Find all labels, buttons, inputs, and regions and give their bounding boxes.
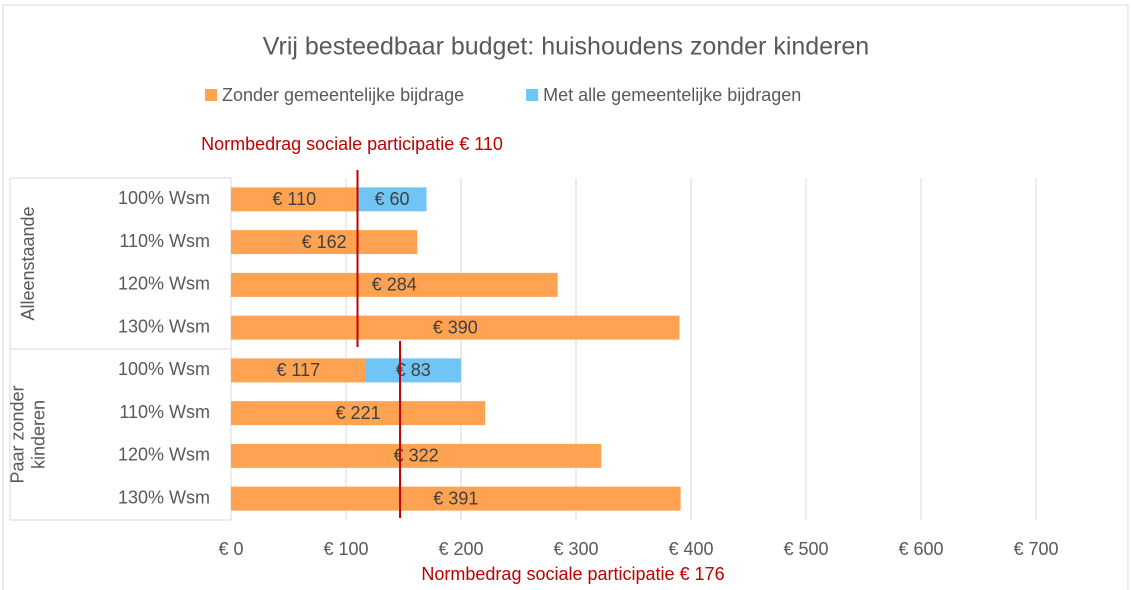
legend-label: Zonder gemeentelijke bijdrage (222, 85, 464, 105)
data-label: € 60 (374, 189, 409, 209)
legend-swatch (526, 89, 539, 101)
legend-swatch (205, 89, 217, 101)
y-tick-label: 100% Wsm (118, 188, 210, 208)
x-tick-label: € 700 (1013, 539, 1058, 559)
group-label: Alleenstaande (18, 206, 38, 320)
bar (365, 358, 461, 383)
reference-label: Normbedrag sociale participatie € 110 (201, 134, 503, 154)
bar (357, 187, 427, 212)
bar (231, 272, 558, 297)
group-label: Paar zonder (7, 385, 27, 483)
data-label: € 221 (336, 403, 381, 423)
y-tick-label: 130% Wsm (118, 316, 210, 336)
reference-label: Normbedrag sociale participatie € 176 (421, 564, 724, 584)
bar (231, 358, 366, 383)
bar (231, 315, 680, 340)
chart-frame (2, 4, 1129, 590)
data-label: € 322 (394, 446, 439, 466)
legend-label: Met alle gemeentelijke bijdragen (543, 85, 801, 105)
y-tick-label: 130% Wsm (118, 487, 210, 507)
bar (231, 401, 486, 426)
data-label: € 391 (433, 488, 478, 508)
x-tick-label: € 500 (783, 539, 828, 559)
data-label: € 390 (433, 317, 478, 337)
data-label: € 284 (372, 275, 417, 295)
data-label: € 117 (276, 360, 320, 380)
x-tick-label: € 0 (218, 539, 243, 559)
x-tick-label: € 400 (668, 539, 713, 559)
group-label: kinderen (28, 400, 48, 469)
bar (231, 443, 602, 468)
bar (231, 187, 358, 212)
data-label: € 110 (272, 189, 316, 209)
x-tick-label: € 300 (553, 539, 598, 559)
data-label: € 162 (302, 232, 347, 252)
y-tick-label: 100% Wsm (118, 359, 210, 379)
y-tick-label: 120% Wsm (118, 274, 210, 294)
bar (231, 230, 418, 255)
y-tick-label: 120% Wsm (118, 445, 210, 465)
x-tick-label: € 600 (898, 539, 943, 559)
bar (231, 486, 681, 511)
x-tick-label: € 200 (438, 539, 483, 559)
y-tick-label: 110% Wsm (119, 231, 210, 251)
x-tick-label: € 100 (323, 539, 368, 559)
y-tick-label: 110% Wsm (119, 402, 210, 422)
data-label: € 83 (396, 360, 431, 380)
chart-title: Vrij besteedbaar budget: huishoudens zon… (263, 33, 869, 61)
